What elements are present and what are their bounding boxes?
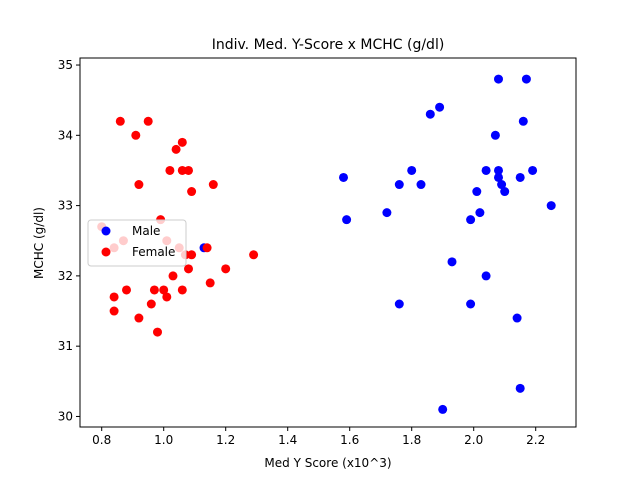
y-tick-label: 33 xyxy=(58,199,73,213)
x-axis: 0.8 1.0 1.2 1.4 1.6 1.8 2.0 2.2 xyxy=(92,427,545,447)
y-tick-label: 34 xyxy=(58,128,73,142)
female-point xyxy=(184,165,193,175)
x-tick-label: 2.2 xyxy=(526,433,545,447)
male-point xyxy=(515,383,525,393)
male-point xyxy=(528,165,538,175)
male-point xyxy=(546,201,556,211)
female-point xyxy=(177,285,187,295)
male-point xyxy=(416,180,426,190)
male-point xyxy=(394,180,404,190)
male-point xyxy=(490,130,500,140)
y-axis: 30 31 32 33 34 35 xyxy=(58,58,80,423)
legend-box xyxy=(87,219,187,267)
female-point xyxy=(153,327,162,337)
male-point xyxy=(435,102,445,112)
male-point xyxy=(407,165,417,175)
y-tick-label: 30 xyxy=(58,409,73,423)
male-point xyxy=(515,172,525,182)
male-point xyxy=(382,208,392,218)
female-point xyxy=(109,306,119,316)
male-point xyxy=(466,215,476,225)
female-point xyxy=(184,264,193,274)
x-axis-title: Med Y Score (x10^3) xyxy=(264,456,391,470)
female-point xyxy=(131,130,141,140)
y-tick-label: 31 xyxy=(58,339,73,353)
male-point xyxy=(494,165,503,175)
female-point xyxy=(177,137,187,147)
legend-male-marker xyxy=(101,226,111,236)
male-point xyxy=(394,299,404,309)
male-point xyxy=(518,116,528,126)
x-tick-label: 1.0 xyxy=(154,433,173,447)
female-point xyxy=(208,180,218,190)
female-point xyxy=(177,165,187,175)
legend-female-label: Female xyxy=(132,245,175,259)
chart-title: Indiv. Med. Y-Score x MCHC (g/dl) xyxy=(212,37,445,53)
x-tick-label: 2.0 xyxy=(464,433,483,447)
female-point xyxy=(165,165,175,175)
y-tick-label: 35 xyxy=(58,58,73,72)
female-point xyxy=(168,271,178,281)
female-point xyxy=(134,313,144,323)
male-point xyxy=(339,172,348,182)
female-point xyxy=(187,250,197,260)
female-point xyxy=(205,278,215,288)
plot-frame xyxy=(79,57,577,428)
male-point xyxy=(500,187,510,197)
x-tick-label: 1.8 xyxy=(402,433,421,447)
male-point xyxy=(494,74,503,84)
male-point xyxy=(472,187,482,197)
x-tick-label: 1.4 xyxy=(278,433,297,447)
male-point xyxy=(481,165,491,175)
female-point xyxy=(134,180,144,190)
female-point xyxy=(159,285,169,295)
male-point xyxy=(447,257,457,267)
legend: Male Female xyxy=(87,219,187,267)
male-point xyxy=(521,74,531,84)
x-tick-label: 1.6 xyxy=(340,433,359,447)
male-point xyxy=(512,313,522,323)
male-point xyxy=(342,215,352,225)
male-point xyxy=(497,180,507,190)
male-point xyxy=(475,208,485,218)
female-point xyxy=(187,187,197,197)
female-point xyxy=(202,243,212,253)
female-point xyxy=(171,144,181,154)
female-point xyxy=(122,285,131,295)
male-point xyxy=(466,299,476,309)
x-tick-label: 0.8 xyxy=(92,433,111,447)
male-point xyxy=(438,404,448,414)
y-axis-title: MCHC (g/dl) xyxy=(32,207,46,279)
male-point xyxy=(481,271,491,281)
female-point xyxy=(162,292,172,302)
male-point xyxy=(425,109,435,119)
female-point xyxy=(109,292,119,302)
y-tick-label: 32 xyxy=(58,269,73,283)
male-point xyxy=(494,172,503,182)
female-point xyxy=(143,116,153,126)
legend-female-marker xyxy=(101,247,111,257)
female-point xyxy=(115,116,125,126)
female-point xyxy=(221,264,231,274)
x-tick-label: 1.2 xyxy=(216,433,235,447)
female-point xyxy=(146,299,156,309)
legend-male-label: Male xyxy=(132,224,160,238)
female-point xyxy=(149,285,159,295)
female-point xyxy=(249,250,259,260)
